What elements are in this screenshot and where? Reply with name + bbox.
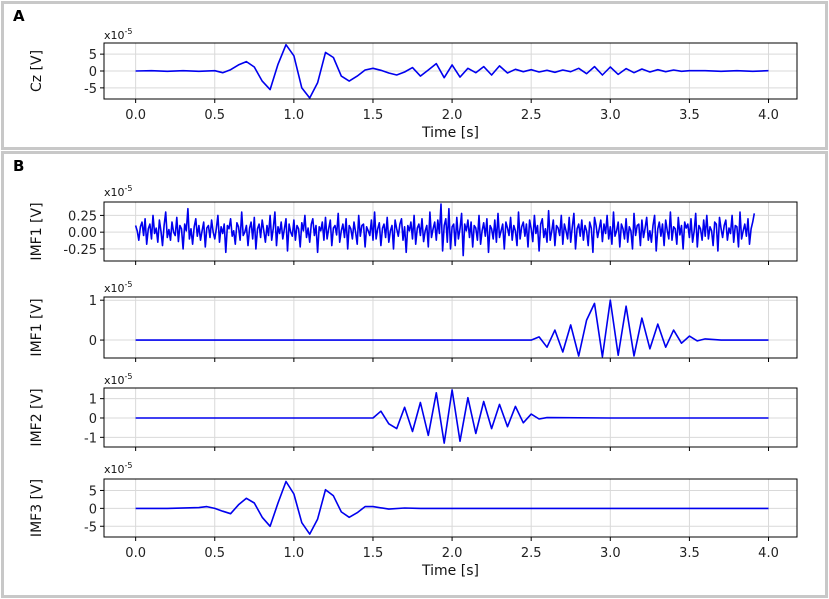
x-tick-label: 2.0 [442, 546, 463, 561]
trace-line [135, 299, 769, 358]
axes-frame [103, 42, 798, 100]
y-tick-label: 0 [89, 65, 97, 80]
y-multiplier: x10-5 [104, 27, 133, 42]
subplot-1: 5 0 -5 Cz [V] x10-5 0.0 0.5 1.0 1.5 2.0 2.5 3.0 3.5 4… [29, 27, 798, 141]
y-tick-label: 0 [89, 334, 97, 349]
x-tick-label: 2.5 [521, 108, 542, 123]
x-tick-label: 4.0 [758, 546, 779, 561]
y-axis-label: IMF3 [V] [29, 479, 45, 537]
y-tick-label: 0.25 [68, 209, 97, 224]
y-axis-label: IMF1 [V] [29, 202, 45, 260]
y-axis-label: IMF1 [V] [29, 298, 45, 356]
x-tick-label: 0.5 [204, 546, 225, 561]
x-tick-label: 2.5 [521, 546, 542, 561]
trace-line [134, 203, 756, 257]
x-tick-label: 0.0 [125, 546, 146, 561]
y-tick-label: 0.00 [68, 226, 97, 241]
y-axis-label: Cz [V] [29, 50, 45, 92]
y-multiplier: x10-5 [104, 461, 133, 476]
x-tick-label: 2.0 [442, 108, 463, 123]
y-tick-label: -0.25 [63, 243, 97, 258]
axes-frame [103, 201, 798, 262]
axes-frame [103, 296, 798, 359]
y-tick-label: -5 [84, 82, 97, 97]
subplot-4: 1 0 -1 IMF2 [V] x10-5 [29, 372, 798, 451]
x-tick-label: 3.5 [679, 546, 700, 561]
x-tick-label: 4.0 [758, 108, 779, 123]
x-tick-label: 0.0 [125, 108, 146, 123]
subplot-2: 0.25 0.00 -0.25 IMF1 [V] x10-5 [29, 184, 798, 265]
panel-a: A [1, 1, 828, 150]
x-tick-label: 1.5 [363, 108, 384, 123]
y-axis-label: IMF2 [V] [29, 388, 45, 446]
trace-line [135, 43, 769, 99]
x-tick-label: 3.0 [600, 108, 621, 123]
y-tick-label: 5 [89, 48, 97, 63]
x-axis-label: Time [s] [421, 563, 479, 579]
x-tick-label: 0.5 [204, 108, 225, 123]
y-multiplier: x10-5 [104, 280, 133, 295]
x-tick-label: 3.5 [679, 108, 700, 123]
y-tick-label: 0 [89, 502, 97, 517]
y-tick-label: -5 [84, 520, 97, 535]
y-tick-label: 1 [89, 393, 97, 408]
x-tick-label: 1.0 [284, 546, 305, 561]
y-tick-label: 1 [89, 294, 97, 309]
trace-line [135, 480, 769, 535]
x-axis-label: Time [s] [421, 125, 479, 141]
subplot-5: 5 0 -5 IMF3 [V] x10-5 0.0 0.5 1.0 1.5 2.0 2.5 3.0 3.… [29, 461, 798, 579]
panel-letter-a: A [13, 7, 25, 25]
panel-letter-b: B [13, 157, 25, 175]
x-tick-label: 1.0 [284, 108, 305, 123]
y-multiplier: x10-5 [104, 184, 133, 199]
trace-line [135, 389, 769, 444]
axes-frame [103, 478, 798, 538]
x-tick-label: 1.5 [363, 546, 384, 561]
y-tick-label: 0 [89, 412, 97, 427]
y-tick-label: 5 [89, 484, 97, 499]
subplot-3: 1 0 IMF1 [V] x10-5 [29, 280, 798, 362]
x-tick-label: 3.0 [600, 546, 621, 561]
y-tick-label: -1 [84, 431, 97, 446]
axes-frame [103, 387, 798, 448]
y-multiplier: x10-5 [104, 372, 133, 387]
